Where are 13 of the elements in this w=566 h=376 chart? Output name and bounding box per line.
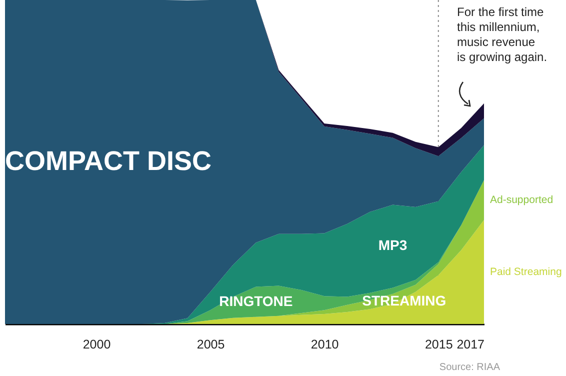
annotation: For the first time this millennium, music revenue is growing again. (457, 5, 548, 64)
series-label: MP3 (378, 237, 408, 254)
series-label: Ad-supported (490, 194, 554, 206)
source-note: Source: RIAA (439, 362, 500, 373)
series-label: COMPACT DISC (5, 146, 212, 176)
x-tick-label: 2010 (310, 338, 339, 352)
annotation: STREAMING (362, 292, 446, 308)
x-tick-label: 2000 (82, 338, 111, 352)
series-label: RINGTONE (219, 292, 293, 309)
x-tick-label: 2005 (196, 338, 225, 352)
x-tick-label: 2017 (456, 338, 485, 352)
x-tick-label: 2015 (424, 338, 453, 352)
series-label: Paid Streaming (490, 266, 562, 278)
